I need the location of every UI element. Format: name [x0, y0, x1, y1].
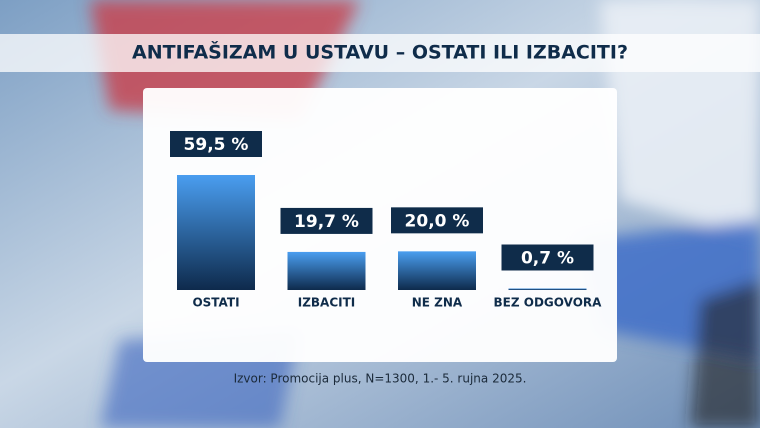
- value-label: 0,7 %: [521, 249, 574, 269]
- title-bar: [0, 34, 760, 72]
- x-tick-label: BEZ ODGOVORA: [494, 296, 603, 310]
- value-label-box: [170, 131, 262, 157]
- value-label-box: [280, 207, 373, 234]
- value-label: 59,5 %: [184, 135, 249, 155]
- value-label: 20,0 %: [405, 211, 470, 231]
- value-label-box: [501, 244, 594, 271]
- bar: [398, 251, 476, 290]
- source-note: Izvor: Promocija plus, N=1300, 1.- 5. ru…: [234, 372, 527, 386]
- x-tick-label: NE ZNA: [412, 296, 463, 310]
- bar: [508, 288, 587, 290]
- chart-title: ANTIFAŠIZAM U USTAVU – OSTATI ILI IZBACI…: [132, 40, 628, 64]
- x-tick-label: OSTATI: [192, 296, 239, 310]
- value-label: 19,7 %: [294, 212, 359, 232]
- bar: [177, 175, 255, 290]
- bar: [287, 251, 366, 290]
- value-label-box: [391, 207, 483, 234]
- x-tick-label: IZBACITI: [298, 296, 356, 310]
